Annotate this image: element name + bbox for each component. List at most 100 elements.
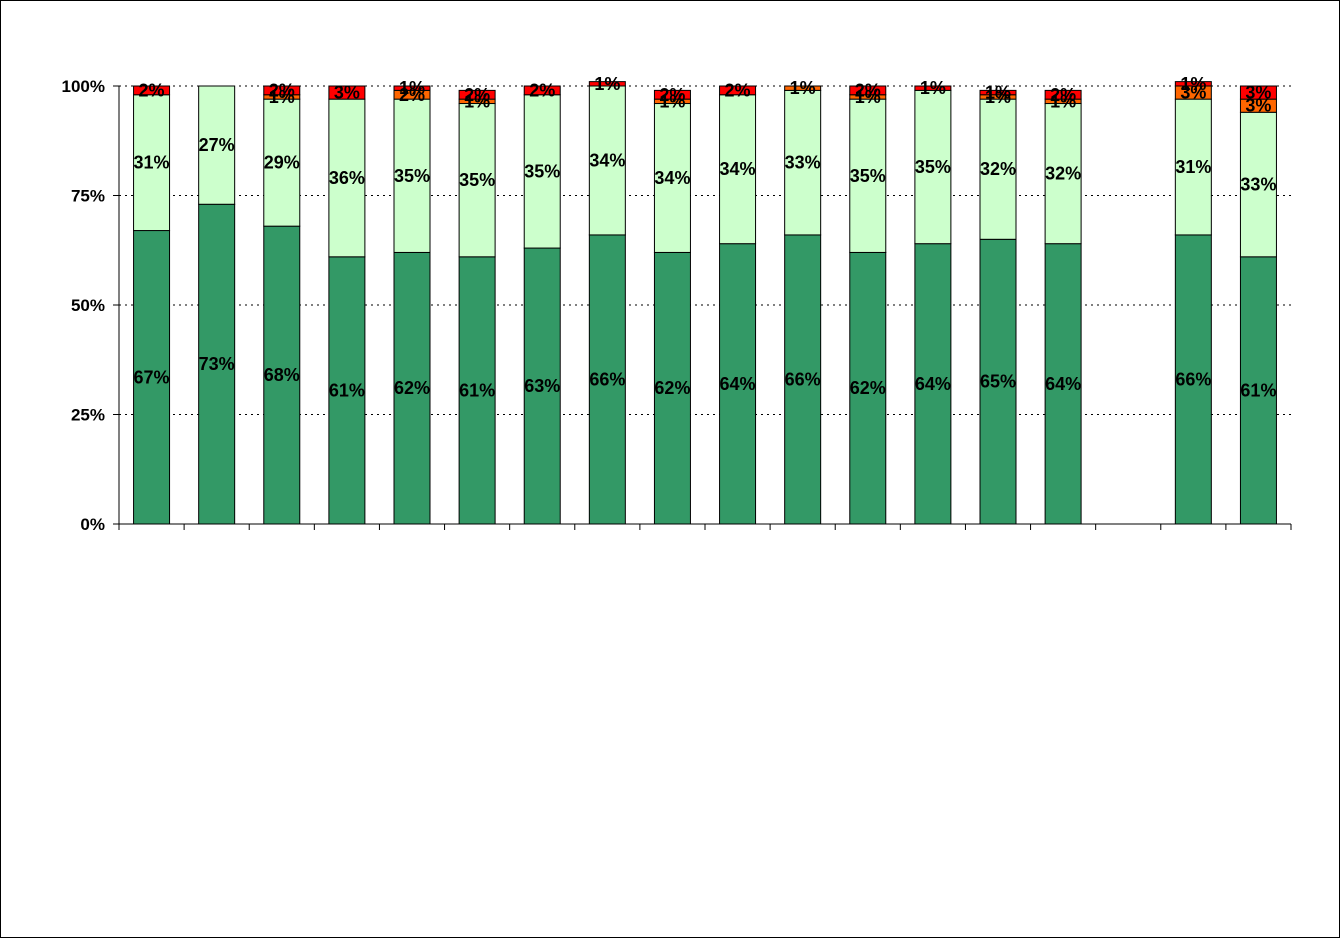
bar-segment bbox=[979, 89, 1017, 96]
bar-segment bbox=[914, 243, 952, 525]
data-label: 31% bbox=[1175, 157, 1211, 177]
data-label: 1% bbox=[1050, 91, 1076, 111]
data-label: 66% bbox=[1175, 369, 1211, 389]
bar-segment bbox=[263, 98, 301, 227]
data-label: 2% bbox=[855, 80, 881, 100]
y-tick-label: 75% bbox=[71, 187, 105, 206]
bar-segment bbox=[328, 85, 366, 100]
bar-segment bbox=[784, 89, 822, 236]
data-label: 61% bbox=[1240, 380, 1276, 400]
bar-segment bbox=[653, 103, 691, 253]
data-label: 35% bbox=[915, 157, 951, 177]
bar-segment bbox=[849, 85, 887, 96]
data-label: 63% bbox=[524, 376, 560, 396]
y-tick-label: 50% bbox=[71, 296, 105, 315]
data-label: 61% bbox=[329, 380, 365, 400]
data-label: 1% bbox=[464, 91, 490, 111]
bar-segment bbox=[588, 85, 626, 236]
bar-segment bbox=[328, 98, 366, 258]
data-label: 35% bbox=[394, 166, 430, 186]
y-tick-label: 0% bbox=[80, 515, 105, 534]
data-label: 62% bbox=[394, 378, 430, 398]
data-label: 2% bbox=[1050, 85, 1076, 105]
data-label: 64% bbox=[915, 374, 951, 394]
data-label: 66% bbox=[589, 369, 625, 389]
bar-segment bbox=[1239, 256, 1277, 525]
data-label: 1% bbox=[985, 87, 1011, 107]
bar-segment bbox=[1044, 103, 1082, 245]
data-label: 35% bbox=[459, 170, 495, 190]
y-tick-label: 25% bbox=[71, 406, 105, 425]
data-label: 1% bbox=[985, 83, 1011, 103]
data-label: 1% bbox=[399, 78, 425, 98]
data-label: 31% bbox=[134, 153, 170, 173]
data-label: 61% bbox=[459, 380, 495, 400]
data-label: 35% bbox=[524, 161, 560, 181]
data-label: 2% bbox=[464, 85, 490, 105]
data-label: 1% bbox=[659, 91, 685, 111]
bar-segment bbox=[198, 85, 236, 205]
data-label: 34% bbox=[654, 168, 690, 188]
data-label: 2% bbox=[529, 80, 555, 100]
data-label: 2% bbox=[269, 80, 295, 100]
bar-segment bbox=[458, 256, 496, 525]
bar-segment bbox=[719, 85, 757, 96]
bar-segment bbox=[328, 256, 366, 525]
data-label: 2% bbox=[725, 80, 751, 100]
axes: 0% 25% 50% 75% 100% bbox=[62, 77, 1292, 534]
data-label: 65% bbox=[980, 372, 1016, 392]
data-label: 73% bbox=[199, 354, 235, 374]
data-label: 2% bbox=[139, 80, 165, 100]
data-label: 62% bbox=[850, 378, 886, 398]
bar-segment bbox=[1239, 85, 1277, 100]
data-label: 1% bbox=[920, 78, 946, 98]
data-label: 2% bbox=[399, 85, 425, 105]
data-label: 67% bbox=[134, 367, 170, 387]
data-label: 34% bbox=[720, 159, 756, 179]
data-label: 1% bbox=[594, 74, 620, 94]
data-label: 3% bbox=[1180, 83, 1206, 103]
data-label: 33% bbox=[1240, 175, 1276, 195]
data-label: 27% bbox=[199, 135, 235, 155]
data-label: 62% bbox=[654, 378, 690, 398]
data-label: 64% bbox=[1045, 374, 1081, 394]
data-label: 34% bbox=[589, 150, 625, 170]
bar-segment bbox=[458, 89, 496, 100]
data-label: 1% bbox=[855, 87, 881, 107]
bar-segment bbox=[979, 98, 1017, 240]
data-label: 66% bbox=[785, 369, 821, 389]
bar-segment bbox=[133, 85, 171, 96]
bar-segment bbox=[523, 247, 561, 525]
data-label: 1% bbox=[790, 78, 816, 98]
bar-segment bbox=[458, 103, 496, 258]
data-label: 3% bbox=[334, 83, 360, 103]
bar-segment bbox=[133, 94, 171, 232]
bar-segment bbox=[653, 251, 691, 525]
bar-segment bbox=[133, 230, 171, 525]
data-label: 68% bbox=[264, 365, 300, 385]
bar-segment bbox=[263, 85, 301, 96]
bar-segment bbox=[849, 251, 887, 525]
bar-segment bbox=[393, 98, 431, 253]
bar-segment bbox=[588, 81, 626, 87]
bar-segment bbox=[1174, 81, 1212, 87]
bar-segment bbox=[1174, 98, 1212, 236]
bar-segment bbox=[523, 85, 561, 96]
bar-segment bbox=[1044, 89, 1082, 100]
bar-segment bbox=[914, 85, 952, 91]
bar-segment bbox=[914, 89, 952, 245]
y-tick-label: 100% bbox=[62, 77, 105, 96]
data-label: 1% bbox=[1180, 74, 1206, 94]
data-label: 32% bbox=[1045, 164, 1081, 184]
bar-segment bbox=[653, 89, 691, 100]
data-label: 33% bbox=[785, 153, 821, 173]
bars bbox=[133, 81, 1277, 525]
bar-segment bbox=[849, 98, 887, 253]
data-label: 35% bbox=[850, 166, 886, 186]
data-label: 3% bbox=[1245, 83, 1271, 103]
bar-segment bbox=[198, 203, 236, 525]
data-label: 36% bbox=[329, 168, 365, 188]
bar-segment bbox=[1239, 111, 1277, 258]
